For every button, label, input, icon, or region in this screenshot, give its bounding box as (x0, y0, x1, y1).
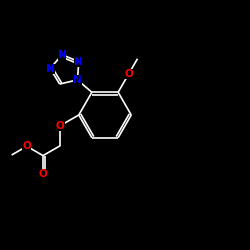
Text: O: O (56, 121, 65, 130)
Text: O: O (124, 69, 133, 79)
Text: N: N (58, 50, 66, 60)
Text: O: O (39, 170, 48, 179)
Text: N: N (73, 75, 82, 85)
Text: O: O (22, 141, 31, 151)
Text: N: N (46, 64, 54, 74)
Text: N: N (74, 57, 83, 67)
